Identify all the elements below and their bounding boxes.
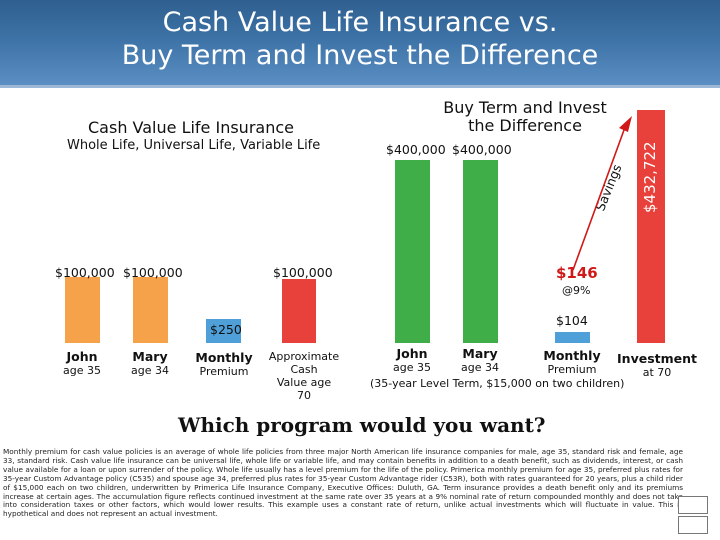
category-right-monthly: Monthly Premium	[536, 348, 608, 376]
disclaimer-text: Monthly premium for cash value policies …	[3, 447, 683, 519]
bar-right-john	[395, 160, 430, 343]
value-left-mary: $100,000	[123, 265, 183, 280]
value-left-cash-value: $100,000	[273, 265, 333, 280]
category-left-cash-value: Approximate Cash Value age 70	[264, 350, 344, 402]
category-right-john: John age 35	[382, 346, 442, 374]
value-right-mary: $400,000	[452, 142, 512, 157]
bar-left-cash-value	[282, 279, 316, 343]
bar-left-mary	[133, 277, 168, 343]
slide-title: Cash Value Life Insurance vs. Buy Term a…	[0, 6, 720, 72]
category-name: John	[396, 346, 428, 361]
category-name: Investment	[617, 351, 697, 366]
rate-label: @9%	[562, 284, 591, 297]
category-left-mary: Mary age 34	[120, 349, 180, 377]
category-detail: age 35	[393, 361, 431, 374]
bar-left-john	[65, 277, 100, 343]
right-program-title: Buy Term and Invest the Difference	[420, 99, 630, 135]
category-detail: at 70	[642, 366, 672, 379]
category-name: Approximate	[268, 350, 340, 363]
value-right-john: $400,000	[386, 142, 446, 157]
value-left-monthly: $250	[210, 322, 242, 337]
title-line-1: Cash Value Life Insurance vs.	[162, 7, 558, 38]
category-name: John	[66, 349, 98, 364]
bar-right-monthly	[555, 332, 590, 343]
category-left-john: John age 35	[52, 349, 112, 377]
category-left-monthly: Monthly Premium	[188, 350, 260, 378]
value-right-monthly: $104	[556, 313, 588, 328]
slide-nav-button[interactable]	[678, 496, 708, 514]
term-note: (35-year Level Term, $15,000 on two chil…	[370, 377, 625, 390]
category-detail: Cash Value age 70	[276, 363, 332, 402]
category-name: Mary	[462, 346, 498, 361]
right-title-line-1: Buy Term and Invest	[443, 98, 607, 117]
category-name: Monthly	[543, 348, 601, 363]
category-detail: age 34	[461, 361, 499, 374]
category-detail: age 34	[131, 364, 169, 377]
category-detail: Premium	[547, 363, 597, 376]
bar-left-monthly	[206, 319, 241, 343]
right-title-line-2: the Difference	[468, 116, 582, 135]
category-right-investment: Investment at 70	[612, 351, 702, 379]
left-program-title: Cash Value Life Insurance	[88, 118, 294, 137]
category-right-mary: Mary age 34	[450, 346, 510, 374]
category-detail: Premium	[199, 365, 249, 378]
title-banner: Cash Value Life Insurance vs. Buy Term a…	[0, 0, 720, 88]
category-name: Mary	[132, 349, 168, 364]
category-name: Monthly	[195, 350, 253, 365]
bar-right-mary	[463, 160, 498, 343]
savings-arrow-icon	[572, 116, 632, 271]
left-program-subtitle: Whole Life, Universal Life, Variable Lif…	[67, 138, 321, 153]
title-line-2: Buy Term and Invest the Difference	[121, 40, 599, 71]
question-heading: Which program would you want?	[178, 413, 546, 437]
value-left-john: $100,000	[55, 265, 115, 280]
bar-right-investment	[637, 110, 665, 343]
slide-nav-button[interactable]	[678, 516, 708, 534]
category-detail: age 35	[63, 364, 101, 377]
monthly-savings-value: $146	[556, 264, 598, 282]
